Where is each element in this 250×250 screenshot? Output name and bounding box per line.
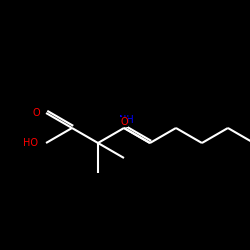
Text: HO: HO [23, 138, 38, 148]
Text: NH: NH [118, 115, 133, 125]
Text: O: O [120, 117, 128, 127]
Text: O: O [32, 108, 40, 118]
